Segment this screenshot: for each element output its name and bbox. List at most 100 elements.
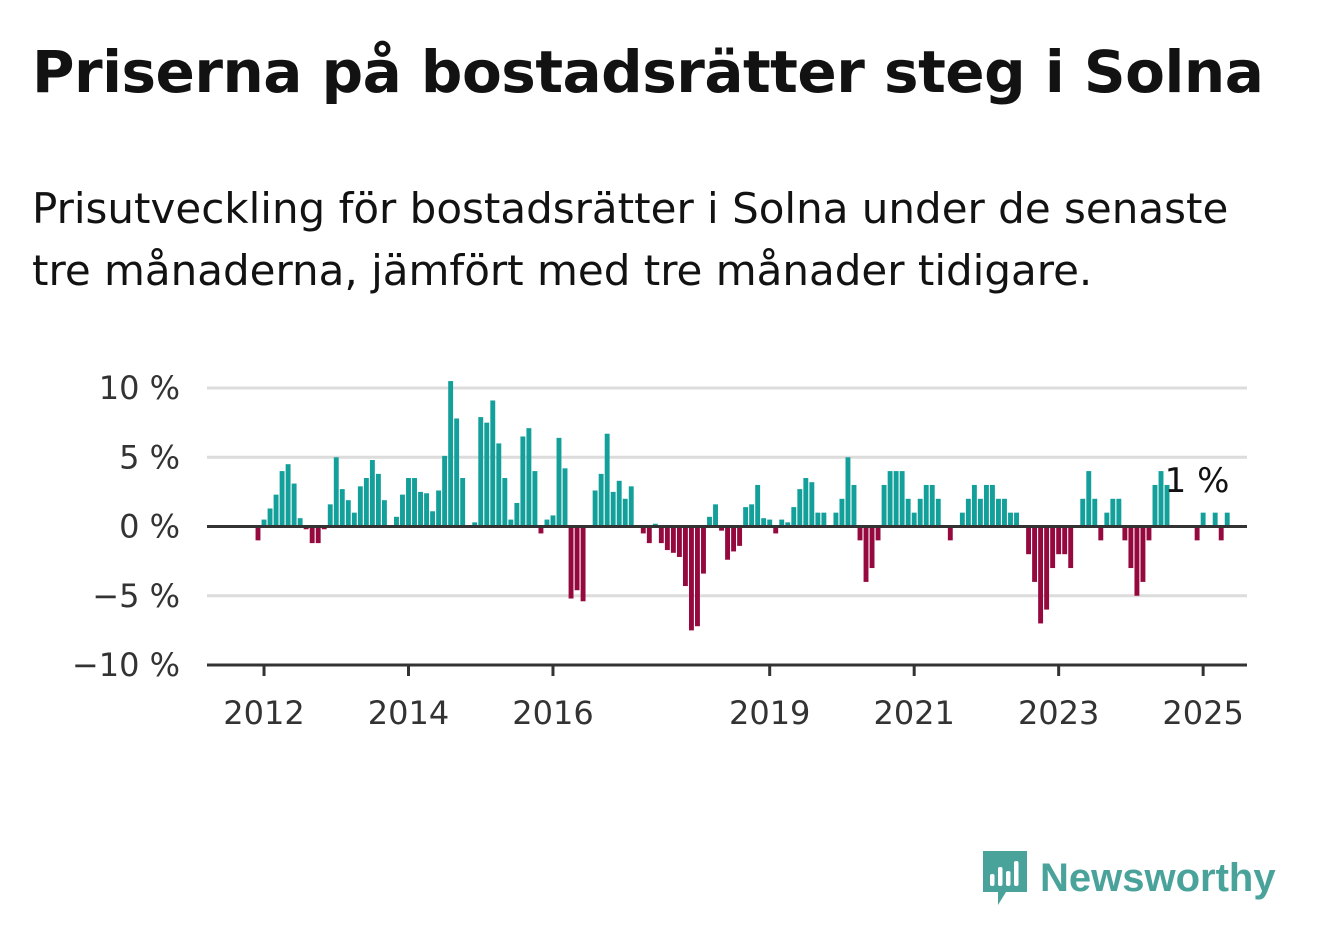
bar [496, 443, 502, 527]
bar [815, 512, 821, 527]
bar [707, 516, 712, 527]
bar [935, 498, 941, 527]
bar [773, 526, 779, 534]
bar [369, 460, 375, 527]
bar [616, 480, 622, 527]
bar [574, 526, 580, 591]
bar [327, 504, 333, 527]
bar [857, 526, 863, 541]
bar [797, 489, 803, 527]
bar [869, 526, 875, 569]
bar [309, 526, 315, 544]
bar [363, 478, 369, 527]
bar [640, 526, 646, 534]
bar [1068, 526, 1074, 569]
bar [917, 498, 923, 527]
bar [845, 457, 851, 527]
bar [1062, 526, 1068, 555]
bar [749, 504, 755, 527]
bar [996, 498, 1001, 527]
bar [412, 478, 417, 527]
bar [701, 526, 706, 574]
bar [1056, 526, 1062, 555]
bar [285, 464, 291, 527]
x-tick-label: 2025 [1162, 694, 1243, 732]
bar [442, 455, 448, 527]
bar [1146, 526, 1152, 541]
bar [490, 400, 496, 527]
bar [851, 484, 857, 527]
bar [682, 526, 688, 587]
bar [598, 473, 604, 527]
bar [971, 484, 977, 527]
bar [261, 519, 267, 527]
bar [436, 490, 442, 527]
bar [544, 519, 550, 527]
bar [502, 478, 508, 527]
bar [664, 526, 670, 551]
bar [628, 486, 634, 527]
bar [291, 483, 297, 527]
bar [297, 518, 303, 527]
bar [779, 519, 785, 527]
y-tick-label: 10 % [99, 369, 180, 407]
y-tick-label: −10 % [72, 646, 180, 684]
bar [267, 508, 273, 527]
bar [1050, 526, 1056, 569]
x-axis-labels: 2012 2014 2016 2019 2021 2023 2025 [223, 694, 1244, 732]
bar [1140, 526, 1146, 582]
x-tick-label: 2014 [368, 694, 449, 732]
bar [1128, 526, 1134, 569]
chart-title: Priserna på bostadsrätter steg i Solna [32, 38, 1264, 106]
bar [556, 437, 562, 527]
bar [580, 526, 586, 602]
bar [899, 471, 905, 527]
y-tick-label: 5 % [119, 438, 180, 476]
bar [1134, 526, 1140, 596]
bar [592, 490, 598, 527]
bar [508, 519, 514, 527]
bar [273, 494, 279, 527]
bar [1098, 526, 1104, 541]
bar [1116, 498, 1122, 527]
bar [315, 526, 321, 544]
bar [1200, 512, 1206, 527]
newsworthy-logo-icon [983, 851, 1027, 905]
bar [893, 471, 899, 527]
bar [737, 526, 743, 546]
x-tick-label: 2012 [223, 694, 304, 732]
bar [357, 486, 363, 527]
bar [532, 471, 538, 527]
bar [1032, 526, 1038, 582]
bar [1092, 498, 1098, 527]
bar [339, 489, 345, 527]
bar [430, 511, 436, 527]
bar [881, 484, 887, 527]
bar [279, 471, 285, 527]
bar [887, 471, 893, 527]
bar [1194, 526, 1200, 541]
bar [713, 504, 718, 527]
bar [526, 428, 532, 527]
bar [333, 457, 339, 527]
bar [460, 478, 466, 527]
y-tick-label: 0 % [119, 508, 180, 546]
bar [622, 498, 628, 527]
bar [538, 526, 544, 534]
bar [658, 526, 664, 544]
bar [947, 526, 953, 541]
bar [472, 522, 478, 527]
bar [646, 526, 652, 544]
bar [803, 478, 809, 527]
bar [418, 491, 423, 527]
bar [911, 512, 917, 527]
bar [406, 478, 411, 527]
bar [761, 518, 767, 527]
bar-chart: 10 % 5 % 0 % −5 % −10 % 2012 2014 2016 2019 2021… [72, 369, 1247, 732]
x-tick-label: 2021 [873, 694, 954, 732]
bar [688, 526, 694, 631]
last-value-label: 1 % [1165, 461, 1230, 501]
bar [568, 526, 574, 599]
chart-subtitle: Prisutveckling för bostadsrätter i Solna… [32, 184, 1229, 295]
bar [1008, 512, 1013, 527]
